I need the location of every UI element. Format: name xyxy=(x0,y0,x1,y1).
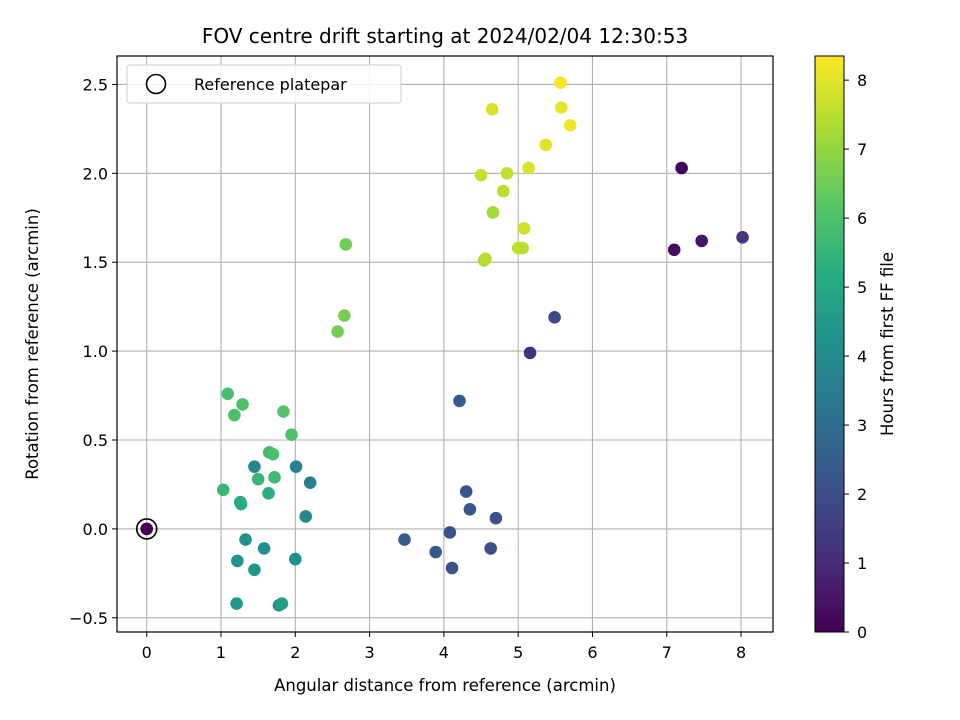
data-point-44 xyxy=(479,252,492,265)
x-tick-label-2: 2 xyxy=(290,643,300,662)
data-point-35 xyxy=(285,428,298,441)
y-axis-label: Rotation from reference (arcmin) xyxy=(23,208,42,480)
data-point-28 xyxy=(234,497,248,511)
data-point-41 xyxy=(338,309,351,322)
data-point-20 xyxy=(257,542,271,555)
colorbar xyxy=(814,55,845,633)
reference-marker xyxy=(135,518,158,540)
x-tick-label-3: 3 xyxy=(364,643,374,662)
data-point-55 xyxy=(485,103,499,116)
data-point-11 xyxy=(443,526,457,539)
data-point-2 xyxy=(695,234,708,248)
data-point-56 xyxy=(554,101,568,114)
data-point-37 xyxy=(228,408,241,422)
data-point-13 xyxy=(484,542,497,555)
colorbar-tick-label-1: 1 xyxy=(857,554,867,573)
legend-entry-reference: Reference platepar xyxy=(194,75,347,94)
colorbar-tick-label-2: 2 xyxy=(857,485,867,504)
colorbar-tick-label-3: 3 xyxy=(857,416,867,435)
y-tick-label-1: 0.0 xyxy=(83,520,108,539)
data-point-52 xyxy=(522,161,535,175)
data-point-8 xyxy=(463,503,477,516)
data-point-24 xyxy=(230,597,243,610)
grid-lines xyxy=(117,56,773,632)
chart-title: FOV centre drift starting at 2024/02/04 … xyxy=(202,24,688,48)
legend-box xyxy=(126,64,402,104)
data-point-57 xyxy=(554,76,567,89)
x-axis-label: Angular distance from reference (arcmin) xyxy=(274,676,616,695)
reference-point-ring xyxy=(135,518,158,540)
data-point-36 xyxy=(277,405,290,418)
y-tick-label-0: −0.5 xyxy=(69,609,108,628)
x-tick-label-4: 4 xyxy=(439,643,449,662)
data-points xyxy=(216,76,749,612)
data-point-38 xyxy=(236,398,249,411)
data-point-49 xyxy=(497,184,510,198)
data-point-15 xyxy=(248,460,261,473)
data-point-14 xyxy=(445,561,459,575)
data-point-47 xyxy=(517,222,531,235)
data-point-5 xyxy=(548,311,561,324)
x-tick-label-6: 6 xyxy=(587,643,597,662)
data-point-54 xyxy=(563,119,577,132)
data-point-7 xyxy=(459,485,473,498)
y-tick-label-2: 0.5 xyxy=(83,431,108,450)
x-tick-label-8: 8 xyxy=(736,643,746,662)
data-point-31 xyxy=(268,471,281,484)
data-point-23 xyxy=(289,552,302,566)
data-point-6 xyxy=(453,394,466,408)
data-point-53 xyxy=(539,138,552,152)
colorbar-tick-label-6: 6 xyxy=(857,209,867,228)
legend-reference-marker xyxy=(145,73,167,95)
data-point-21 xyxy=(231,554,244,568)
data-point-51 xyxy=(500,167,514,180)
colorbar-tick-label-4: 4 xyxy=(857,347,867,366)
colorbar-tick-label-5: 5 xyxy=(857,278,867,297)
data-point-16 xyxy=(289,460,303,473)
data-point-26 xyxy=(275,597,289,610)
x-tick-label-7: 7 xyxy=(662,643,672,662)
legend: Reference platepar xyxy=(126,64,402,104)
colorbar-tick-label-7: 7 xyxy=(857,140,867,159)
reference-point-fill xyxy=(140,522,154,536)
data-point-12 xyxy=(429,545,443,559)
data-point-30 xyxy=(251,472,265,486)
x-tick-label-5: 5 xyxy=(513,643,523,662)
plot-frame xyxy=(116,55,774,633)
y-tick-label-5: 2.0 xyxy=(83,164,108,183)
x-tick-label-1: 1 xyxy=(216,643,226,662)
y-axis-ticks: −0.5 0.0 0.5 1.0 1.5 2.0 2.5 xyxy=(69,75,117,628)
colorbar-tick-label-8: 8 xyxy=(857,71,867,90)
data-point-42 xyxy=(339,238,353,251)
colorbar-ticks: 0 1 2 3 4 5 6 7 8 xyxy=(844,71,867,642)
y-tick-label-3: 1.0 xyxy=(83,342,108,361)
data-point-48 xyxy=(486,206,500,219)
colorbar-tick-label-0: 0 xyxy=(857,623,867,642)
data-point-17 xyxy=(303,476,317,489)
y-tick-label-4: 1.5 xyxy=(83,253,108,272)
data-point-22 xyxy=(248,563,261,577)
data-point-46 xyxy=(516,241,529,255)
data-point-19 xyxy=(239,533,252,546)
data-point-34 xyxy=(266,447,280,461)
x-tick-label-0: 0 xyxy=(142,643,152,662)
data-point-9 xyxy=(489,511,503,525)
data-point-3 xyxy=(736,231,749,244)
data-point-18 xyxy=(299,510,313,523)
data-point-32 xyxy=(216,483,230,497)
data-point-50 xyxy=(474,168,488,182)
data-point-39 xyxy=(221,387,234,401)
data-point-4 xyxy=(523,346,537,360)
data-point-1 xyxy=(667,243,681,257)
y-tick-label-6: 2.5 xyxy=(83,75,108,94)
x-axis-ticks: 0 1 2 3 4 5 6 7 8 xyxy=(142,632,746,662)
data-point-40 xyxy=(331,325,344,338)
colorbar-label: Hours from first FF file xyxy=(878,252,897,436)
data-point-10 xyxy=(398,533,411,546)
data-point-0 xyxy=(675,161,688,175)
data-point-29 xyxy=(262,487,275,500)
